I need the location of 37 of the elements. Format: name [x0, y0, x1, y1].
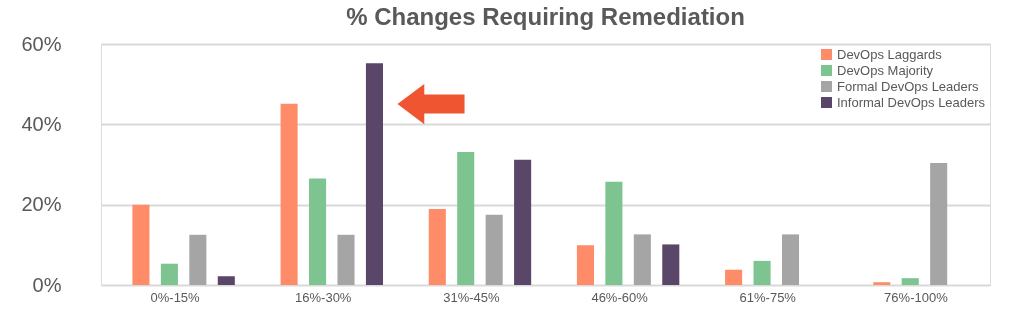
x-tick-label: 76%-100%	[884, 289, 949, 305]
bar	[753, 260, 771, 285]
x-tick-label: 61%-75%	[739, 289, 797, 305]
bar	[428, 209, 446, 285]
bar	[457, 152, 475, 285]
x-tick-label: 16%-30%	[295, 289, 352, 305]
bar	[485, 214, 503, 285]
bar	[633, 234, 651, 285]
bar	[781, 234, 800, 285]
bar	[576, 245, 594, 285]
bar	[160, 263, 178, 285]
bar	[873, 282, 891, 285]
bar	[605, 181, 623, 285]
bar	[132, 204, 150, 285]
bar	[189, 234, 207, 285]
legend-label: Informal DevOps Leaders	[837, 94, 986, 110]
bar	[662, 244, 680, 285]
bar	[514, 159, 532, 285]
bar	[725, 269, 743, 285]
bar	[280, 103, 298, 285]
y-tick-label: 20%	[21, 193, 62, 216]
legend-label: DevOps Laggards	[837, 46, 943, 62]
x-tick-label: 31%-45%	[443, 289, 501, 305]
chart-title: % Changes Requiring Remediation	[346, 3, 745, 30]
y-tick-label: 40%	[21, 112, 62, 135]
bar	[365, 63, 383, 285]
bar	[309, 178, 327, 285]
x-tick-label: 46%-60%	[591, 289, 649, 305]
bar	[217, 276, 235, 285]
y-tick-label: 0%	[32, 273, 62, 296]
x-tick-label: 0%-15%	[150, 289, 201, 305]
y-tick-label: 60%	[21, 32, 62, 55]
bar	[901, 278, 919, 285]
legend-label: Formal DevOps Leaders	[837, 78, 980, 94]
legend-label: DevOps Majority	[837, 62, 934, 78]
bar	[930, 162, 948, 285]
bar	[337, 234, 355, 285]
